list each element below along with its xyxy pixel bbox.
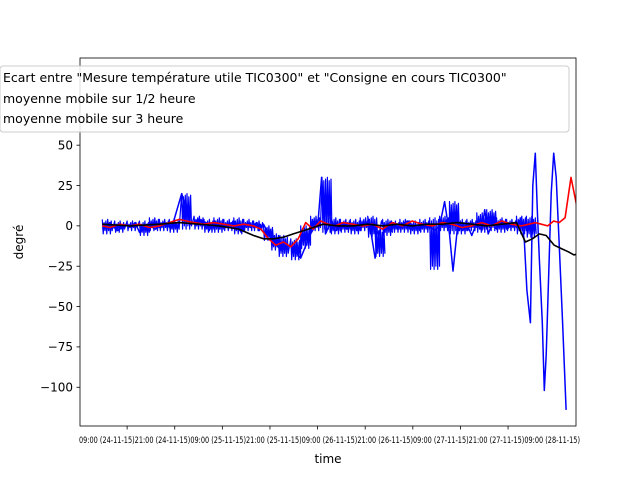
series-layer (101, 152, 576, 410)
series-moving-average-half-hour (102, 176, 576, 248)
x-axis-label: time (314, 452, 341, 466)
plot-frame (79, 57, 577, 427)
series-moving-average-three-hours (102, 221, 576, 256)
y-axis-label: degré (12, 225, 26, 260)
x-axis-ticks (126, 426, 509, 430)
y-tick-label: 50 (58, 138, 73, 152)
legend-box (0, 65, 570, 133)
legend: Ecart entre "Mesure température utile TI… (0, 65, 570, 133)
y-tick-label: −50 (48, 300, 73, 314)
y-axis-ticks: −100 −75 −50 −25 0 25 50 (40, 138, 80, 395)
y-tick-label: −100 (40, 381, 73, 395)
legend-entry-three-hours: moyenne mobile sur 3 heure (3, 111, 184, 126)
legend-entry-raw: Ecart entre "Mesure température utile TI… (3, 70, 507, 85)
x-axis-tick-labels: 09:00 (24-11-15)21:00 (24-11-15)09:00 (2… (79, 436, 580, 446)
y-tick-label: −25 (48, 260, 73, 274)
y-tick-label: 0 (65, 219, 73, 233)
y-tick-label: 25 (58, 179, 73, 193)
legend-entry-half-hour: moyenne mobile sur 1/2 heure (3, 91, 196, 106)
y-tick-label: −75 (48, 340, 73, 354)
